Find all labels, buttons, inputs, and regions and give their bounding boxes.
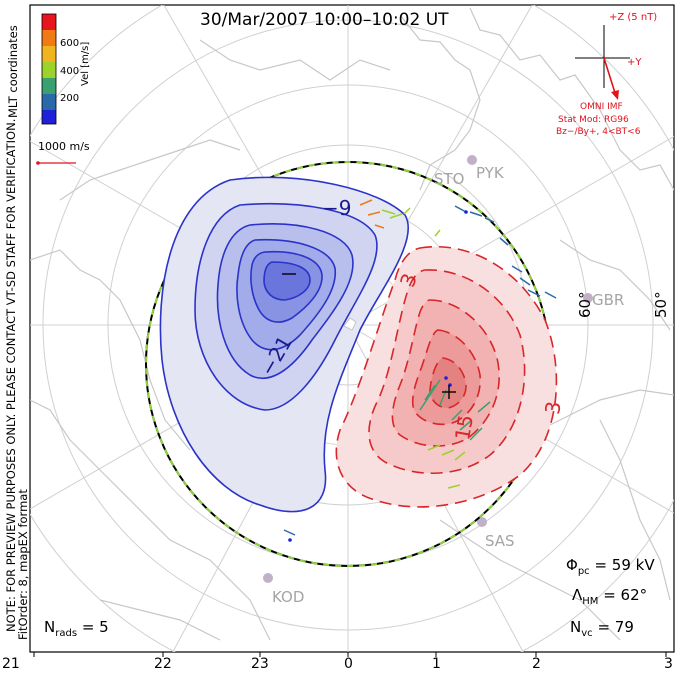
imf-z-label: +Z (5 nT) (609, 12, 658, 23)
negative-convection-cell (159, 176, 410, 513)
stat-phi-symbol: Φ (566, 556, 578, 574)
colorbar-tick-200: 200 (60, 93, 80, 104)
stat-nvc-value: = 79 (597, 618, 634, 636)
stat-lambda-value: = 62° (603, 586, 648, 604)
stat-nrads-symbol: N (44, 618, 56, 636)
station-sto: STO (434, 170, 465, 188)
imf-dial (575, 25, 630, 100)
imf-source: OMNI IMF (580, 102, 623, 112)
station-kod: KOD (272, 588, 305, 606)
station-sas: SAS (485, 532, 515, 550)
stat-nvc: Nvc = 79 (570, 618, 634, 639)
imf-condition: Bz−/By+, 4<BT<6 (556, 127, 641, 137)
velocity-colorbar (41, 13, 57, 125)
mlt-tick-1: 1 (432, 656, 441, 672)
stat-nvc-sub: vc (581, 628, 593, 639)
mlt-tick-21: 21 (2, 656, 20, 672)
stat-phi-pc: Φpc = 59 kV (566, 556, 655, 577)
vector-scale-dot (36, 161, 40, 165)
mlt-tick-22: 22 (154, 656, 172, 672)
pole-markers (282, 273, 456, 399)
imf-y-label: +Y (627, 57, 642, 68)
map-title: 30/Mar/2007 10:00–10:02 UT (200, 10, 449, 30)
latitude-label-50: 50° (652, 291, 670, 318)
colorbar-tick-400: 400 (60, 66, 80, 77)
mlt-coordinates-label: MLT coordinates (6, 25, 20, 118)
stat-nvc-symbol: N (570, 618, 582, 636)
colorbar-tick-600: 600 (60, 38, 80, 49)
station-gbr: GBR (592, 291, 625, 309)
stat-nrads: Nrads = 5 (44, 618, 109, 639)
latitude-label-60: 60° (576, 291, 594, 318)
mlt-axis-ticks (33, 652, 667, 657)
stat-phi-value: = 59 kV (594, 556, 655, 574)
mlt-tick-0: 0 (344, 656, 353, 672)
vector-scale-label: 1000 m/s (38, 140, 90, 153)
station-pyk: PYK (476, 164, 504, 182)
mlt-tick-23: 23 (251, 656, 269, 672)
velocity-vectors (283, 199, 557, 542)
contour-label-minus9: −9 (322, 196, 352, 220)
stat-lambda-hm: ΛHM = 62° (572, 586, 647, 607)
stat-lambda-sub: HM (582, 596, 599, 607)
colorbar-label: Vel [m/s] (80, 41, 91, 86)
station-markers (263, 155, 593, 583)
stat-nrads-value: = 5 (81, 618, 109, 636)
imf-model: Stat Mod: RG96 (558, 115, 629, 125)
stat-lambda-symbol: Λ (572, 586, 583, 604)
mlt-tick-2: 2 (532, 656, 541, 672)
map-frame (29, 4, 675, 653)
contour-label-15: 15 (450, 412, 479, 443)
fit-order: FitOrder: 8, mapEX format (16, 489, 30, 640)
stat-phi-sub: pc (577, 566, 590, 577)
stat-nrads-sub: rads (55, 628, 78, 639)
mlt-tick-3: 3 (664, 656, 673, 672)
